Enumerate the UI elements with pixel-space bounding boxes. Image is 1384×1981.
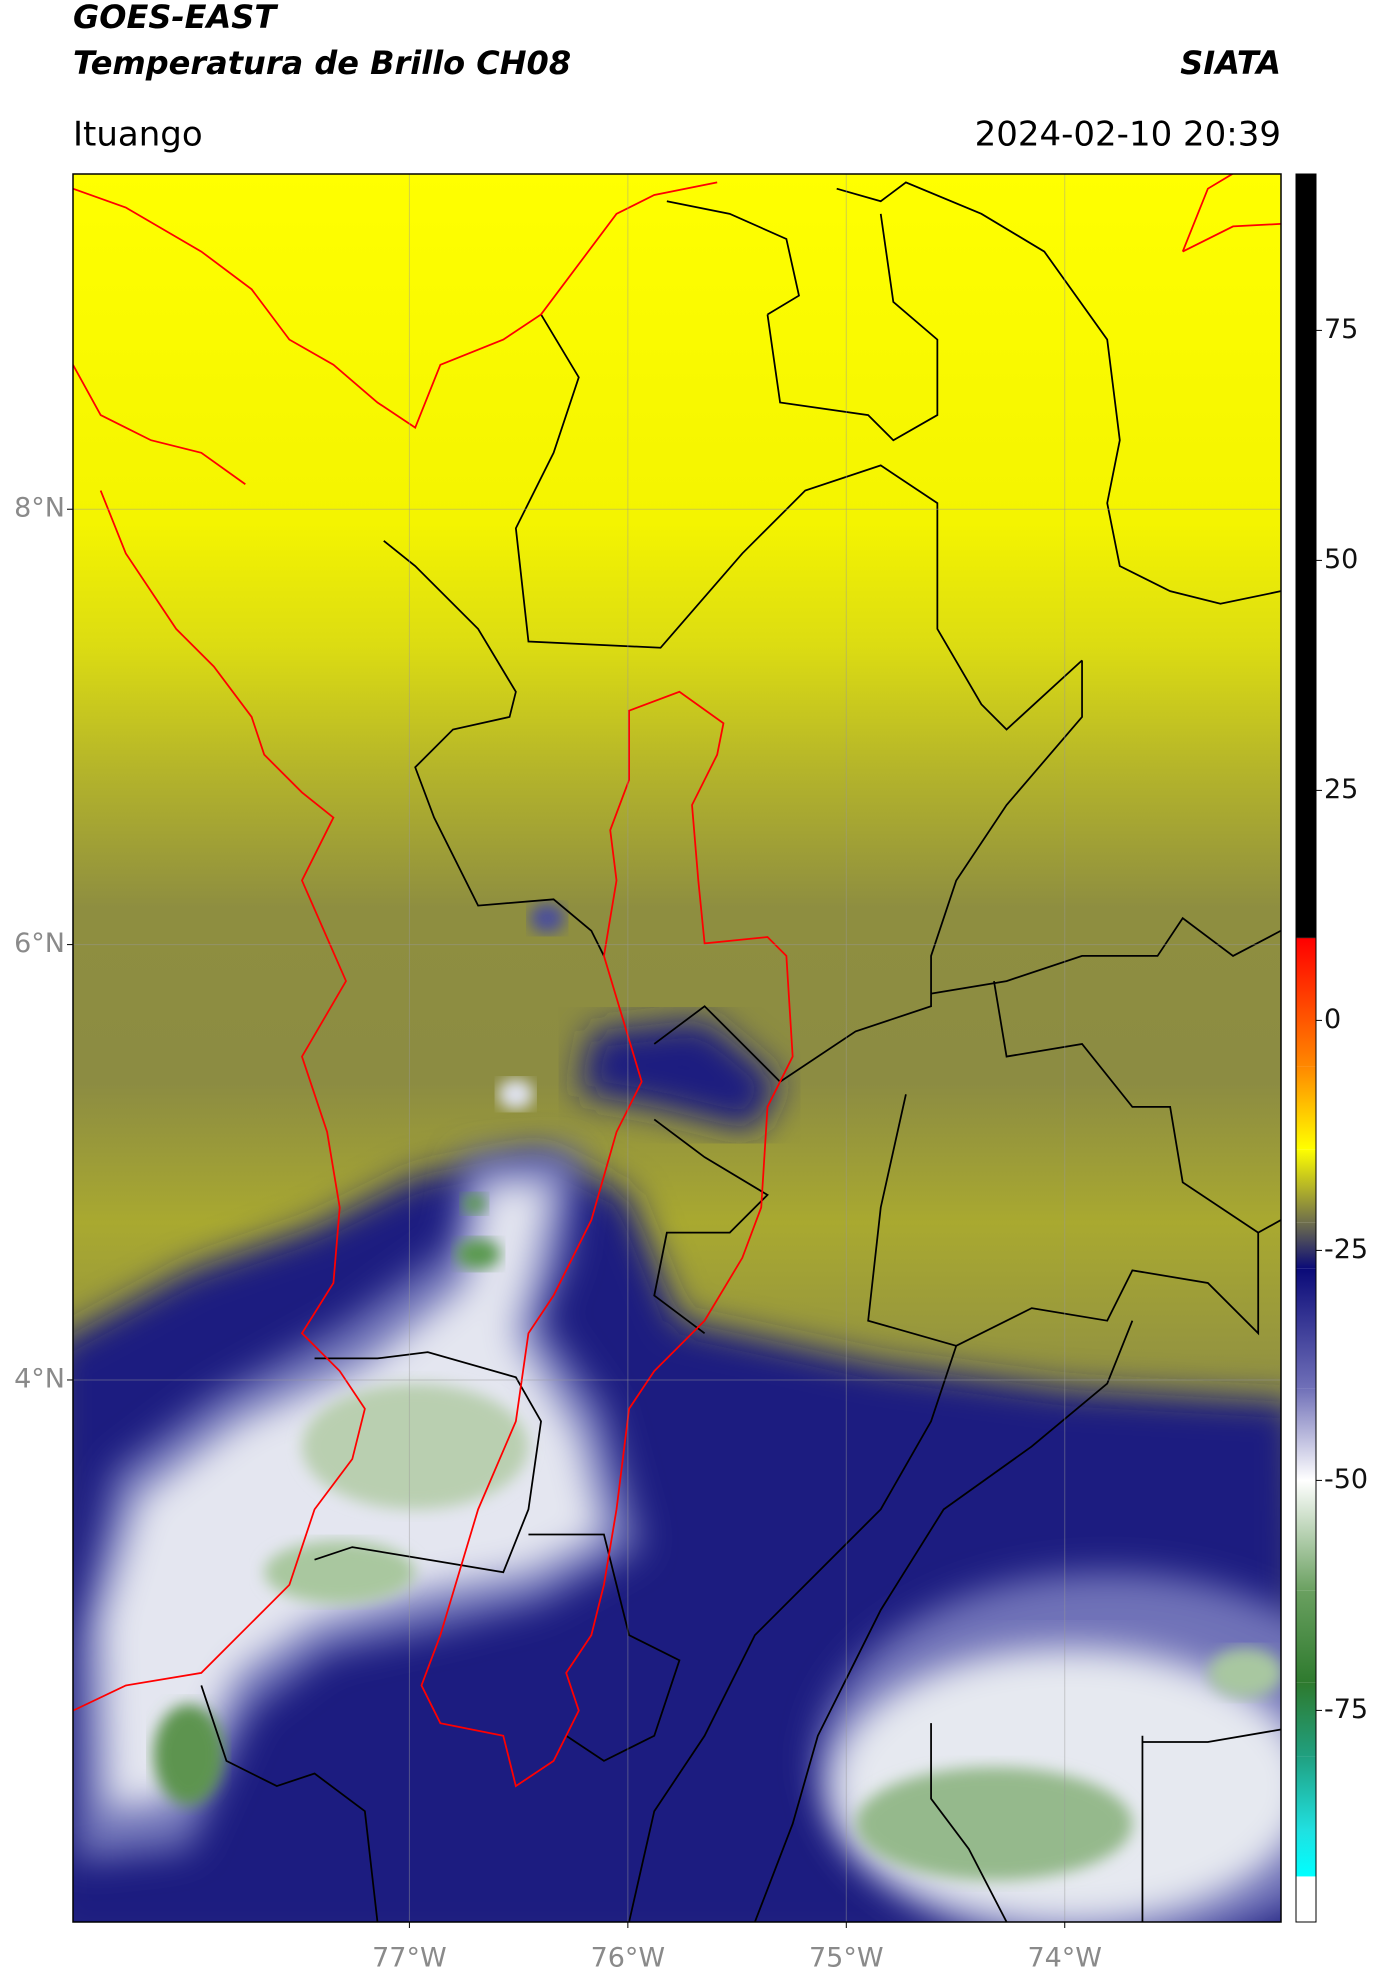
colorbar-tick-label: -75: [1324, 1694, 1368, 1725]
colorbar-segment: [1296, 1268, 1316, 1389]
colorbar-segment: [1296, 1590, 1316, 1683]
axes: 77°W 76°W 75°W 74°W 8°N 6°N 4°N 75 50 25 0 -25 -50 -7…: [14, 173, 1368, 1974]
colorbar-tick-label: -25: [1324, 1234, 1368, 1265]
colorbar-segment: [1296, 1876, 1316, 1877]
colorbar-segment: [1296, 1149, 1316, 1223]
brand: SIATA: [1180, 44, 1281, 82]
colorbar-tick-label: 25: [1324, 774, 1358, 805]
colorbar-segment: [1296, 174, 1316, 938]
colorbar-segment: [1296, 1480, 1316, 1591]
map-frame: [72, 173, 1282, 1923]
colorbar-segment: [1296, 1066, 1316, 1150]
colorbar-segment: [1296, 938, 1316, 1067]
colorbar-tick-label: 75: [1324, 314, 1358, 345]
region: Ituango: [73, 115, 203, 155]
colorbar-frame: [1295, 173, 1317, 1923]
map-image: [72, 173, 1281, 1922]
colorbar-segment: [1296, 1756, 1316, 1830]
y-tick-label: 4°N: [14, 1363, 65, 1394]
colorbar-segment: [1296, 1222, 1316, 1269]
colorbar-segment: [1296, 1830, 1316, 1876]
x-tick-label: 74°W: [1027, 1943, 1102, 1974]
colorbar-segment: [1296, 937, 1316, 939]
title: GOES-EAST: [73, 0, 278, 36]
colorbar-segment: [1296, 1388, 1316, 1481]
colorbar-tick-label: 0: [1324, 1004, 1341, 1035]
colorbar-tick-label: -50: [1324, 1464, 1368, 1495]
colorbar-segment: [1296, 1682, 1316, 1757]
colorbar-segment: [1296, 1876, 1316, 1922]
y-tick-label: 8°N: [14, 493, 65, 524]
x-tick-label: 75°W: [809, 1943, 884, 1974]
datetime: 2024-02-10 20:39: [975, 115, 1281, 155]
y-tick-label: 6°N: [14, 928, 65, 959]
x-tick-label: 77°W: [372, 1943, 447, 1974]
colorbar-tick-label: 50: [1324, 544, 1358, 575]
x-tick-label: 76°W: [591, 1943, 666, 1974]
subtitle: Temperatura de Brillo CH08: [73, 44, 571, 82]
